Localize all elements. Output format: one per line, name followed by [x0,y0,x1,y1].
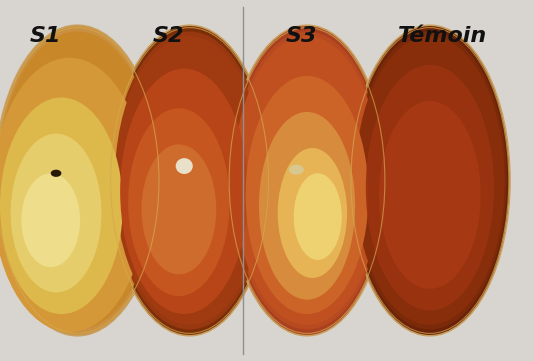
Ellipse shape [289,165,304,175]
Text: Témoin: Témoin [398,26,487,46]
Ellipse shape [0,58,147,332]
Ellipse shape [355,36,505,325]
Ellipse shape [176,158,193,174]
Text: S2: S2 [152,26,184,46]
Ellipse shape [0,31,157,330]
Ellipse shape [142,144,216,274]
Text: S1: S1 [29,26,61,46]
Ellipse shape [0,25,160,336]
Ellipse shape [128,108,230,296]
Ellipse shape [0,97,123,314]
Ellipse shape [350,25,510,336]
Ellipse shape [11,134,101,292]
Ellipse shape [51,170,61,177]
Ellipse shape [379,101,481,289]
Ellipse shape [294,173,342,260]
Ellipse shape [109,25,270,336]
Text: S3: S3 [286,26,317,46]
Ellipse shape [246,76,368,314]
Ellipse shape [115,36,264,325]
Ellipse shape [259,112,355,300]
Ellipse shape [113,31,266,330]
Ellipse shape [353,31,507,330]
Ellipse shape [120,69,248,314]
Ellipse shape [21,173,80,267]
Ellipse shape [366,65,494,310]
Ellipse shape [233,36,381,325]
Ellipse shape [228,25,386,336]
Ellipse shape [231,31,383,330]
Ellipse shape [278,148,347,278]
